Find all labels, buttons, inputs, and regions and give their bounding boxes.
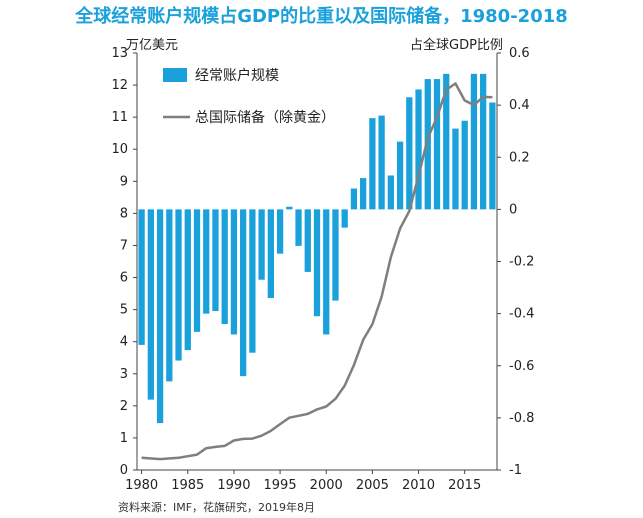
current-account-bar [313, 209, 321, 317]
right-tick-label: -0.6 [509, 359, 534, 374]
chart-title: 全球经常账户规模占GDP的比重以及国际储备，1980-2018 [75, 6, 568, 27]
current-account-bar [415, 89, 422, 210]
right-tick-label: -0.2 [509, 255, 534, 270]
left-tick-label: 0 [120, 463, 128, 478]
current-account-bar [387, 175, 394, 210]
current-account-bar [212, 209, 219, 312]
current-account-bar [406, 97, 413, 210]
left-tick-label: 10 [111, 142, 128, 157]
reserves-line [141, 82, 493, 461]
legend-label-reserves: 总国际储备（除黄金） [195, 109, 335, 126]
current-account-bar [396, 141, 404, 210]
right-tick-label: 0.2 [509, 150, 530, 165]
current-account-bar [138, 209, 145, 345]
current-account-bar [184, 209, 191, 351]
x-tick-label: 1995 [264, 478, 297, 493]
current-account-bar [360, 178, 367, 210]
right-tick-label: 0 [509, 202, 517, 217]
left-tick-label: 9 [120, 174, 128, 189]
left-tick-label: 11 [111, 110, 128, 125]
current-account-bar [230, 209, 238, 335]
current-account-bar [443, 73, 450, 210]
left-axis-unit-label: 万亿美元 [126, 38, 179, 53]
right-axis-unit-label: 占全球GDP比例 [410, 38, 503, 53]
current-account-bar [147, 209, 154, 400]
current-account-bar [489, 102, 496, 210]
current-account-bar [350, 188, 358, 210]
x-tick-label: 2010 [402, 478, 435, 493]
right-tick-label: 0.6 [509, 46, 530, 61]
current-account-bar [156, 209, 164, 424]
x-tick-label: 2015 [448, 478, 481, 493]
left-tick-label: 12 [111, 78, 128, 93]
current-account-bar [276, 209, 284, 254]
legend-swatch-current-account [163, 68, 187, 82]
left-tick-label: 4 [120, 335, 128, 350]
right-tick-label: -0.4 [509, 307, 534, 322]
left-tick-label: 8 [120, 206, 128, 221]
current-account-bar [295, 209, 302, 246]
current-account-bar [332, 209, 339, 301]
current-account-bar [166, 209, 173, 382]
x-tick-label: 1985 [171, 478, 204, 493]
current-account-bar [369, 118, 376, 210]
current-account-bar [480, 73, 487, 210]
left-tick-label: 6 [120, 271, 128, 286]
current-account-bar [424, 79, 431, 210]
current-account-bar [341, 209, 348, 228]
current-account-bar [286, 206, 293, 210]
left-tick-label: 7 [120, 238, 128, 253]
current-account-bar [461, 120, 468, 210]
source-note: 资料来源：IMF，花旗研究，2019年8月 [118, 501, 316, 514]
x-tick-label: 1990 [217, 478, 250, 493]
current-account-bar [258, 209, 265, 280]
current-account-bar [203, 209, 210, 314]
current-account-bar [452, 128, 459, 210]
left-tick-label: 3 [120, 367, 128, 382]
left-tick-label: 13 [111, 46, 128, 61]
left-tick-label: 1 [120, 431, 128, 446]
right-tick-label: -0.8 [509, 411, 534, 426]
right-tick-label: 0.4 [509, 98, 530, 113]
x-tick-label: 1980 [125, 478, 158, 493]
current-account-bar [433, 79, 441, 210]
x-tick-label: 2000 [310, 478, 343, 493]
current-account-bar [221, 209, 228, 325]
right-tick-label: -1 [509, 463, 522, 478]
current-account-bar [267, 209, 274, 298]
current-account-bar [470, 73, 478, 210]
current-account-bar [378, 115, 385, 210]
current-account-bar [240, 209, 247, 377]
x-tick-label: 2005 [356, 478, 389, 493]
current-account-bar [249, 209, 256, 353]
current-account-bar [323, 209, 330, 335]
current-account-bar [304, 209, 311, 272]
left-tick-label: 5 [120, 303, 128, 318]
current-account-bar [175, 209, 182, 361]
current-account-bar [193, 209, 201, 332]
legend-label-current-account: 经常账户规模 [195, 67, 279, 84]
left-tick-label: 2 [120, 399, 128, 414]
